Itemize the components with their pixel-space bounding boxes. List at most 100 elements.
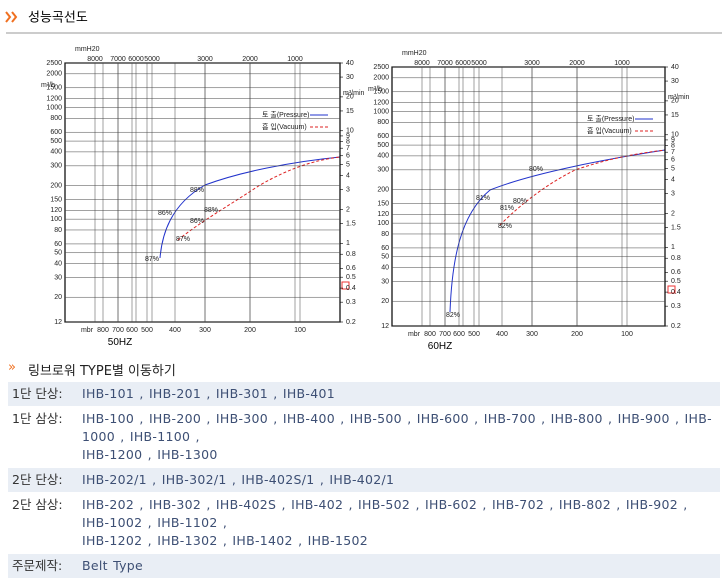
x-tick-label: 300 <box>526 331 538 338</box>
top-tick-label: 3000 <box>524 60 540 67</box>
y-tick-label: 12 <box>381 323 389 330</box>
line: IHB-1200 , IHB-1300 <box>82 447 218 462</box>
y-tick-label: 2000 <box>46 71 62 78</box>
top-tick-label: 2000 <box>242 56 258 63</box>
x-tick-label: 700 <box>439 331 451 338</box>
y-tick-label: 500 <box>377 142 389 149</box>
marker-icon <box>341 281 350 290</box>
vacuum-point-label: 86% <box>190 218 204 225</box>
row-value: IHB-100 , IHB-200 , IHB-300 , IHB-400 , … <box>78 406 720 468</box>
top-tick-label: 6000 <box>455 60 471 67</box>
top-tick-label: 2000 <box>569 60 585 67</box>
y2-tick-label: 0.5 <box>346 274 356 281</box>
line: IHB-202/1 , IHB-302/1 , IHB-402S/1 , IHB… <box>82 472 395 487</box>
y2-tick-label: 1 <box>346 240 350 247</box>
y-tick-label: 50 <box>54 250 62 257</box>
pressure-point-label: 86% <box>158 210 172 217</box>
pressure-point-label: 87% <box>145 256 159 263</box>
y-tick-label: 30 <box>381 278 389 285</box>
row: 2단 단상: IHB-202/1 , IHB-302/1 , IHB-402S/1… <box>8 467 720 493</box>
y-tick-label: 600 <box>50 129 62 136</box>
y-tick-label: 120 <box>50 207 62 214</box>
y-tick-label: 1000 <box>46 104 62 111</box>
top-tick-label: 7000 <box>437 60 453 67</box>
y-tick-label: 12 <box>54 319 62 326</box>
y2-tick-label: 0.3 <box>671 303 681 310</box>
flow-unit: m³/h <box>368 86 382 93</box>
header-icon <box>5 11 12 23</box>
y2-tick-label: 6 <box>346 153 350 160</box>
y2-tick-label: 0.8 <box>346 251 356 258</box>
row-value: IHB-202/1 , IHB-302/1 , IHB-402S/1 , IHB… <box>78 467 720 493</box>
y-tick-label: 60 <box>54 241 62 248</box>
y2-tick-label: 40 <box>346 60 354 67</box>
section-title-text: 링브로워 TYPE별 이동하기 <box>28 364 176 379</box>
y2-tick-label: 7 <box>346 145 350 152</box>
y-tick-label: 300 <box>377 167 389 174</box>
y2-tick-label: 30 <box>671 78 679 85</box>
y2-tick-label: 0.2 <box>671 323 681 330</box>
type-table: 1단 단상: IHB-101 , IHB-201 , IHB-301 , IHB-… <box>8 382 720 579</box>
pressure-point-label: 80% <box>529 166 543 173</box>
y2-tick-label: 0.3 <box>346 299 356 306</box>
x-tick-label: 500 <box>468 331 480 338</box>
y-tick-label: 20 <box>381 298 389 305</box>
y2-tick-label: 1.5 <box>346 220 356 227</box>
row-value: IHB-101 , IHB-201 , IHB-301 , IHB-401 <box>78 382 720 407</box>
y-tick-label: 150 <box>50 196 62 203</box>
y2-tick-label: 8 <box>346 139 350 146</box>
x-tick-label: 500 <box>141 327 153 334</box>
line: IHB-1202 , IHB-1302 , IHB-1402 , IHB-150… <box>82 533 368 548</box>
y-tick-label: 200 <box>50 182 62 189</box>
y-tick-label: 100 <box>377 220 389 227</box>
x-tick-label: 200 <box>571 331 583 338</box>
y2-tick-label: 20 <box>671 98 679 105</box>
bottom-unit: mbr <box>408 331 421 338</box>
x-tick-label: 200 <box>244 327 256 334</box>
x-tick-label: 300 <box>199 327 211 334</box>
y-tick-label: 50 <box>381 254 389 261</box>
y-tick-label: 40 <box>54 260 62 267</box>
y2-tick-label: 3 <box>346 186 350 193</box>
section-title: » 링브로워 TYPE별 이동하기 <box>8 360 176 379</box>
y2-tick-label: 4 <box>671 176 675 183</box>
y2-tick-label: 0.4 <box>671 289 681 296</box>
top-tick-label: 1000 <box>614 60 630 67</box>
y-tick-label: 80 <box>54 227 62 234</box>
y2-tick-label: 1.5 <box>671 224 681 231</box>
header-icon <box>11 11 18 23</box>
y-tick-label: 400 <box>377 153 389 160</box>
line: IHB-202 , IHB-302 , IHB-402S , IHB-402 ,… <box>82 497 688 530</box>
y2-tick-label: 2 <box>671 210 675 217</box>
y2-tick-label: 1 <box>671 244 675 251</box>
y2-tick-label: 5 <box>346 161 350 168</box>
line: IHB-100 , IHB-200 , IHB-300 , IHB-400 , … <box>82 411 712 444</box>
y-tick-label: 40 <box>381 264 389 271</box>
y2-tick-label: 9 <box>346 133 350 140</box>
y-tick-label: 200 <box>377 186 389 193</box>
y-tick-label: 300 <box>50 163 62 170</box>
x-tick-label: 600 <box>453 331 465 338</box>
y2-tick-label: 0.6 <box>671 269 681 276</box>
y2-tick-label: 6 <box>671 157 675 164</box>
y2-tick-label: 2 <box>346 206 350 213</box>
vacuum-point-label: 80% <box>513 198 527 205</box>
x-tick-label: 800 <box>97 327 109 334</box>
y2-tick-label: 4 <box>346 172 350 179</box>
frequency: 50HZ <box>108 337 132 348</box>
vacuum-point-label: 81% <box>500 205 514 212</box>
top-tick-label: 1000 <box>287 56 303 63</box>
vacuum-point-label: 82% <box>498 223 512 230</box>
pressure-point-label: 81% <box>476 195 490 202</box>
y-tick-label: 60 <box>381 245 389 252</box>
x-tick-label: 800 <box>424 331 436 338</box>
plot-frame <box>391 66 666 327</box>
y2-tick-label: 7 <box>671 149 675 156</box>
bottom-unit: mbr <box>81 327 94 334</box>
row: 1단 단상: IHB-101 , IHB-201 , IHB-301 , IHB-… <box>8 382 720 407</box>
legend-label: 토 출(Pressure) <box>587 114 635 123</box>
y2-tick-label: 15 <box>346 108 354 115</box>
top-tick-label: 5000 <box>144 56 160 63</box>
top-tick-label: 5000 <box>471 60 487 67</box>
y2-tick-label: 8 <box>671 143 675 150</box>
